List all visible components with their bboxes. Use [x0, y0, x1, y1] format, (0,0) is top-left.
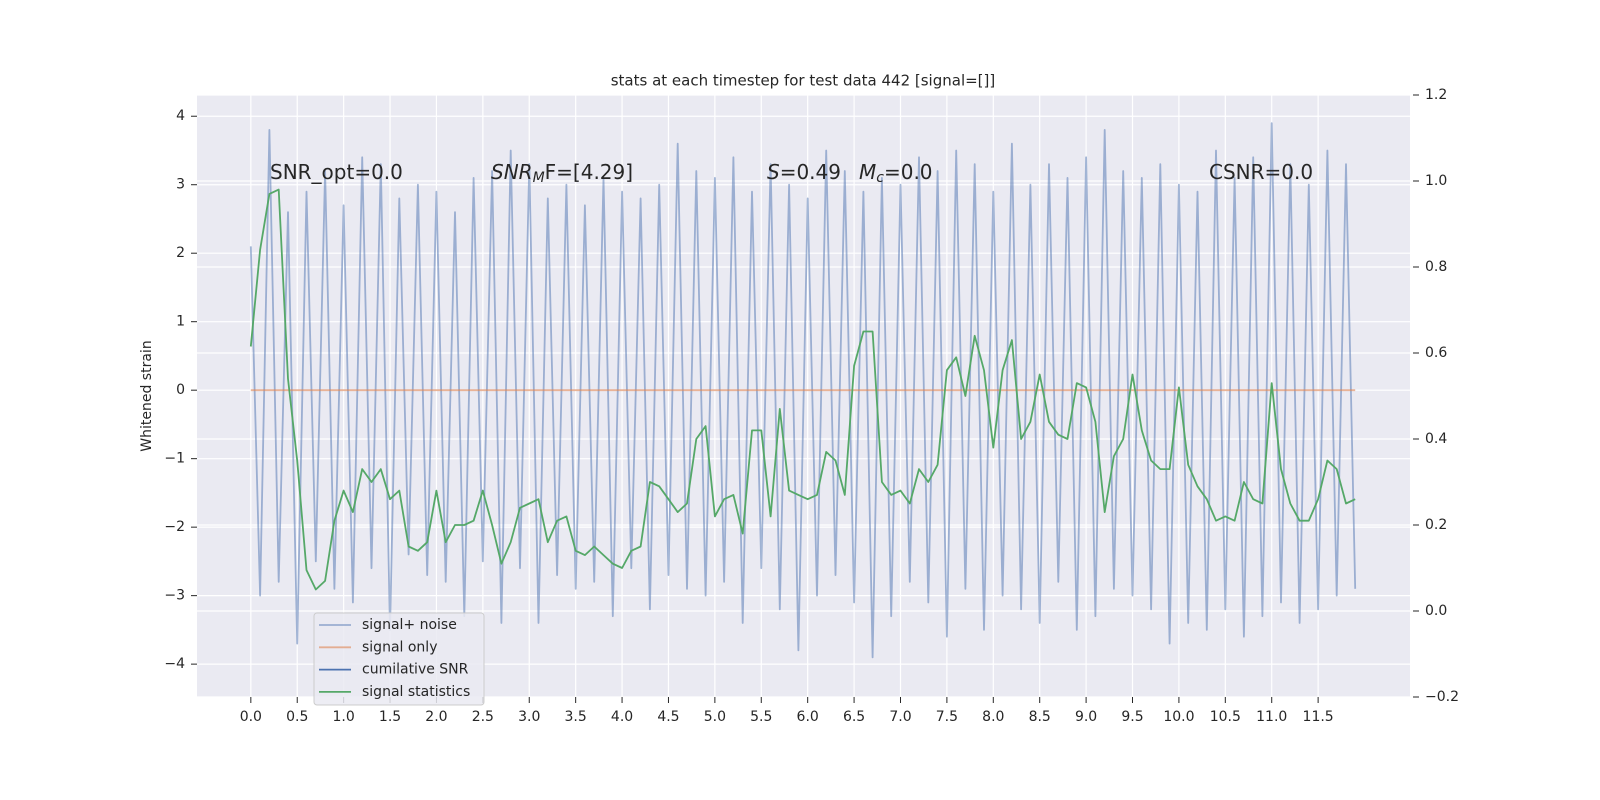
- x-tick-label: 7.0: [889, 709, 911, 725]
- annotation-part: SNR_opt=0.0: [270, 160, 403, 184]
- x-tick-label: 8.5: [1029, 709, 1051, 725]
- y2-tick-label: 0.6: [1425, 345, 1447, 361]
- x-tick-label: 9.5: [1121, 709, 1143, 725]
- x-tick-label: 6.0: [797, 709, 819, 725]
- y-tick-label: 2: [176, 245, 185, 261]
- x-tick-label: 5.5: [750, 709, 772, 725]
- annotation-part: M: [859, 160, 876, 184]
- annotation-part: c: [876, 170, 884, 186]
- x-tick-label: 7.5: [936, 709, 958, 725]
- annotation: S=0.49: [767, 160, 841, 184]
- x-tick-label: 4.5: [657, 709, 679, 725]
- x-tick-label: 4.0: [611, 709, 633, 725]
- annotation: SNRMF=[4.29]: [491, 160, 633, 187]
- legend-label: signal statistics: [362, 684, 470, 700]
- chart-title: stats at each timestep for test data 442…: [611, 72, 996, 90]
- legend-label: cumilative SNR: [362, 662, 469, 678]
- x-tick-label: 11.5: [1303, 709, 1334, 725]
- y-tick-label: 4: [176, 108, 185, 124]
- x-tick-label: 0.5: [286, 709, 308, 725]
- x-tick-label: 8.0: [982, 709, 1004, 725]
- x-tick-label: 10.5: [1210, 709, 1241, 725]
- y2-tick-label: 0.8: [1425, 259, 1447, 275]
- annotation-part: M: [533, 170, 545, 186]
- y2-tick-label: −0.2: [1425, 689, 1459, 705]
- y-tick-label: −3: [164, 588, 185, 604]
- x-tick-label: 2.0: [425, 709, 447, 725]
- y-tick-label: 3: [176, 177, 185, 193]
- series-line: [249, 122, 1357, 659]
- x-tick-label: 3.5: [565, 709, 587, 725]
- y2-tick-label: 1.2: [1425, 87, 1447, 103]
- x-tick-label: 5.0: [704, 709, 726, 725]
- legend-box: [313, 612, 485, 706]
- annotation: Mc=0.0: [859, 160, 933, 187]
- x-tick-label: 10.0: [1163, 709, 1194, 725]
- y2-tick-label: 0.2: [1425, 517, 1447, 533]
- annotation-part: =0.0: [884, 160, 933, 184]
- legend-label: signal+ noise: [362, 617, 457, 633]
- x-tick-label: 0.0: [240, 709, 262, 725]
- annotation-part: =0.49: [780, 160, 841, 184]
- y-tick-label: −2: [164, 519, 185, 535]
- y2-tick-label: 0.4: [1425, 431, 1447, 447]
- x-tick-label: 9.0: [1075, 709, 1097, 725]
- y-tick-label: −4: [164, 656, 185, 672]
- annotation-part: SNR: [491, 160, 533, 184]
- annotation-part: F=[4.29]: [545, 160, 633, 184]
- annotation-part: CSNR=0.0: [1209, 160, 1313, 184]
- x-tick-label: 1.0: [333, 709, 355, 725]
- legend-label: signal only: [362, 639, 437, 655]
- x-tick-label: 6.5: [843, 709, 865, 725]
- x-tick-label: 11.0: [1256, 709, 1287, 725]
- annotation: SNR_opt=0.0: [270, 160, 403, 184]
- annotation-part: S: [767, 160, 780, 184]
- x-tick-label: 1.5: [379, 709, 401, 725]
- y-tick-label: 1: [176, 314, 185, 330]
- y2-tick-label: 1.0: [1425, 173, 1447, 189]
- series-line: [249, 188, 1356, 591]
- annotation: CSNR=0.0: [1209, 160, 1313, 184]
- y-tick-label: 0: [176, 382, 185, 398]
- y2-tick-label: 0.0: [1425, 603, 1447, 619]
- x-tick-label: 2.5: [472, 709, 494, 725]
- y-tick-label: −1: [164, 451, 185, 467]
- y-axis-label: Whitened strain: [139, 340, 155, 451]
- x-tick-label: 3.0: [518, 709, 540, 725]
